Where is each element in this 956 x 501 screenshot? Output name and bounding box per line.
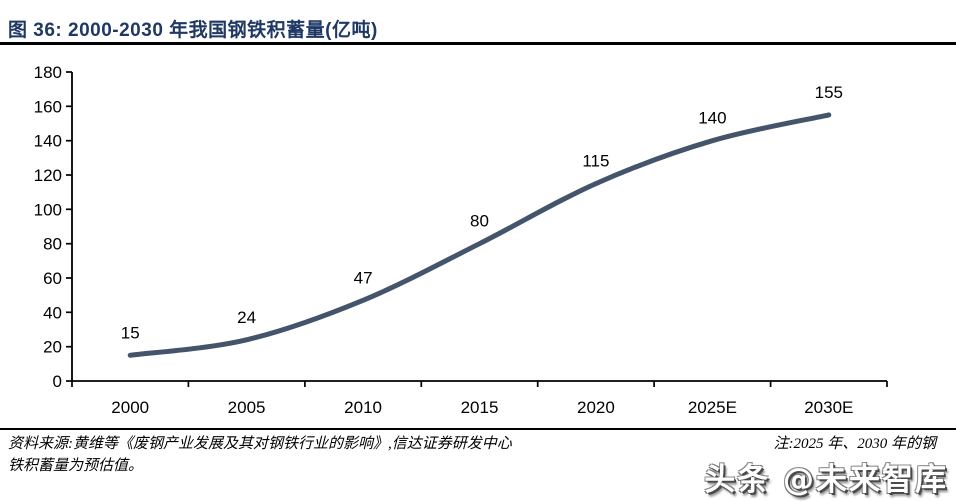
footnote-line1: 资料来源:黄维等《废钢产业发展及其对钢铁行业的影响》,信达证券研发中心 注:20…: [8, 433, 936, 455]
source-text: 资料来源:黄维等《废钢产业发展及其对钢铁行业的影响》,信达证券研发中心: [8, 436, 512, 452]
chart-area: 0 20 40 60 80 100 120 140 160 180 2000 2005 2010 2015…: [0, 47, 956, 428]
series-line: [127, 112, 832, 358]
y-axis-tick-label: 180: [34, 63, 62, 82]
x-axis-tick-label: 2015: [461, 398, 499, 417]
note-continuation-text: 铁积蓄量为预估值。: [8, 458, 144, 474]
x-axis-tick-label: 2025E: [688, 398, 737, 417]
axis-lines: [71, 72, 887, 382]
x-axis-tick-label: 2000: [111, 398, 149, 417]
y-axis-tick-label: 100: [34, 200, 62, 219]
y-axis-tick-label: 20: [43, 338, 62, 357]
data-point-label: 115: [582, 152, 609, 171]
figure-footer: 资料来源:黄维等《废钢产业发展及其对钢铁行业的影响》,信达证券研发中心 注:20…: [0, 428, 956, 501]
x-axis-tick-label: 2005: [228, 398, 266, 417]
y-axis-tick-label: 0: [53, 372, 62, 391]
chart-svg: 0 20 40 60 80 100 120 140 160 180 2000 2005 2010 2015…: [34, 63, 888, 417]
figure-header: 图 36: 2000-2030 年我国钢铁积蓄量(亿吨): [0, 0, 956, 45]
x-axis-tick-label: 2010: [344, 398, 382, 417]
note-text: 注:2025 年、2030 年的钢: [773, 436, 937, 452]
data-point-label: 140: [698, 109, 726, 128]
x-axis-tick-label: 2020: [577, 398, 615, 417]
y-axis-tick-label: 160: [34, 97, 62, 116]
figure-title: 图 36: 2000-2030 年我国钢铁积蓄量(亿吨): [8, 20, 378, 41]
y-axis-tick-label: 140: [34, 132, 62, 151]
data-point-label: 15: [121, 323, 140, 342]
y-axis-tick-label: 60: [43, 269, 62, 288]
data-point-label: 47: [354, 268, 373, 287]
data-point-label: 155: [815, 83, 843, 102]
data-point-label: 24: [237, 308, 256, 327]
watermark-toutiao: 头条 @未来智库: [704, 462, 948, 498]
data-point-label: 80: [470, 212, 489, 231]
y-axis-tick-label: 40: [43, 303, 62, 322]
x-axis-tick-label: 2030E: [804, 398, 853, 417]
y-axis-tick-label: 120: [34, 166, 62, 185]
y-axis-tick-label: 80: [43, 235, 62, 254]
